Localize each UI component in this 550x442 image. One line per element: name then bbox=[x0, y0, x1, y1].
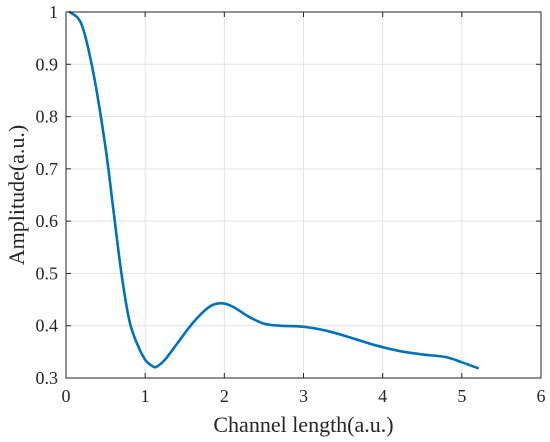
x-tick-label: 2 bbox=[220, 386, 229, 406]
y-tick-label: 0.6 bbox=[36, 211, 59, 231]
y-tick-label: 0.3 bbox=[36, 368, 59, 388]
y-tick-label: 1 bbox=[49, 2, 58, 22]
y-tick-labels: 0.3 0.4 0.5 0.6 0.7 0.8 0.9 1 bbox=[36, 2, 59, 388]
y-axis-label: Amplitude(a.u.) bbox=[4, 125, 29, 266]
y-tick-label: 0.7 bbox=[36, 159, 59, 179]
x-axis-label: Channel length(a.u.) bbox=[213, 412, 393, 437]
x-tick-label: 4 bbox=[378, 386, 387, 406]
x-tick-label: 1 bbox=[141, 386, 150, 406]
y-tick-label: 0.8 bbox=[36, 107, 59, 127]
y-tick-label: 0.9 bbox=[36, 54, 59, 74]
x-tick-label: 6 bbox=[537, 386, 546, 406]
grid-lines bbox=[65, 11, 542, 379]
x-tick-label: 3 bbox=[299, 386, 308, 406]
tick-marks bbox=[65, 11, 542, 379]
x-tick-label: 0 bbox=[62, 386, 71, 406]
y-tick-label: 0.4 bbox=[36, 316, 59, 336]
series-line-0 bbox=[68, 10, 479, 370]
x-tick-label: 5 bbox=[457, 386, 466, 406]
y-tick-label: 0.5 bbox=[36, 263, 59, 283]
series-layer bbox=[68, 10, 479, 370]
x-tick-labels: 0 1 2 3 4 5 6 bbox=[62, 386, 546, 406]
